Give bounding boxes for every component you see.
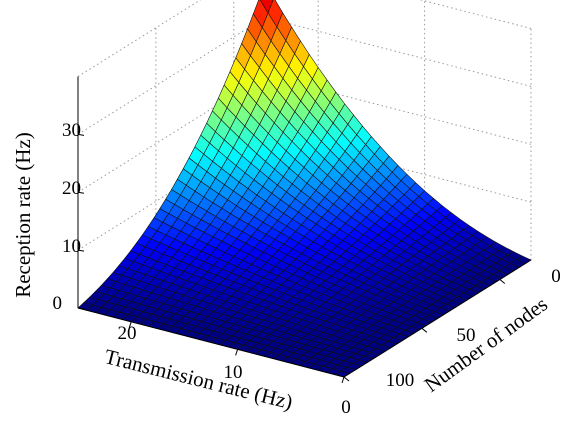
z-tick-30: 30 bbox=[62, 120, 81, 141]
x-tick-10: 10 bbox=[224, 362, 243, 383]
z-tick-mark bbox=[77, 307, 85, 310]
y-tick-50: 50 bbox=[457, 325, 476, 346]
z-tick-mark bbox=[77, 249, 85, 252]
axes bbox=[77, 76, 532, 384]
x-tick-20: 20 bbox=[118, 323, 137, 344]
z-tick-20: 20 bbox=[62, 178, 81, 199]
grid-line bbox=[77, 74, 266, 193]
surface-plot bbox=[77, 0, 532, 378]
x-tick-mark bbox=[128, 321, 132, 328]
z-tick-0: 0 bbox=[53, 293, 63, 314]
z-axis-label: Reception rate (Hz) bbox=[11, 132, 35, 298]
z-tick-mark bbox=[77, 191, 85, 194]
z-tick-mark bbox=[77, 133, 85, 136]
x-tick-labels: 20 10 0 bbox=[118, 323, 351, 418]
grid-line bbox=[77, 132, 266, 251]
y-tick-0: 0 bbox=[551, 266, 561, 287]
y-tick-labels: 0 50 100 bbox=[386, 266, 561, 391]
x-axis-line bbox=[77, 307, 345, 378]
y-tick-mark bbox=[421, 327, 428, 333]
x-tick-mark bbox=[341, 376, 345, 384]
grid-line bbox=[77, 16, 266, 135]
z-tick-10: 10 bbox=[62, 236, 81, 257]
y-tick-mark bbox=[343, 376, 350, 382]
x-tick-mark bbox=[235, 349, 239, 356]
grid-line bbox=[264, 74, 532, 145]
z-tick-labels: 0 10 20 30 bbox=[53, 120, 82, 314]
grid-line bbox=[264, 16, 532, 87]
y-tick-mark bbox=[499, 279, 506, 284]
grid-line bbox=[264, 132, 532, 203]
y-tick-100: 100 bbox=[386, 370, 415, 391]
grid-line bbox=[419, 0, 532, 29]
x-tick-0: 0 bbox=[341, 397, 351, 418]
grid-line bbox=[77, 0, 202, 77]
